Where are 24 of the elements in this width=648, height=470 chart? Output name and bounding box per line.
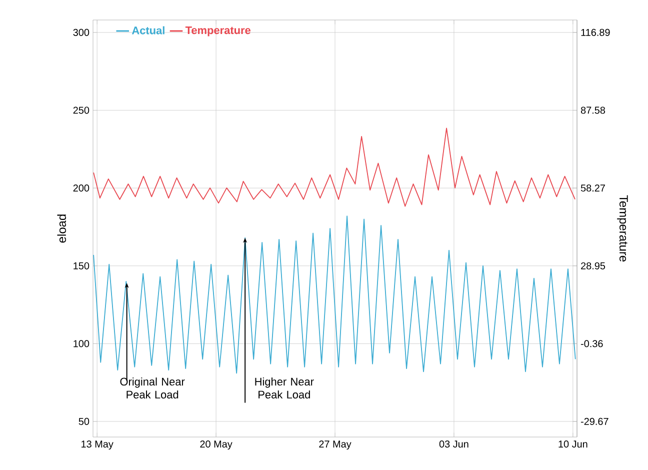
y2-tick-label: 28.95 [581, 262, 606, 270]
x-tick-label: 13 May [82, 440, 114, 450]
x-tick-label: 27 May [319, 440, 352, 450]
y-tick-label: 100 [74, 340, 90, 348]
y-tick-label: 300 [73, 28, 90, 36]
y-tick-label: 50 [78, 418, 90, 425]
line-series [93, 216, 576, 374]
legend-label: Temperature [185, 26, 250, 36]
x-tick-label: 03 Jun [439, 440, 468, 448]
y-tick-label: 200 [73, 184, 90, 192]
y2-tick-label: -0.36 [580, 340, 603, 348]
x-tick-label: 10 Jun [558, 440, 588, 448]
y2-tick-label: 116.89 [581, 28, 610, 36]
y2-axis-title: Temperature [617, 195, 628, 262]
annotation: Higher Near Peak Load [255, 378, 314, 399]
y-tick-label: 250 [73, 106, 90, 114]
y2-tick-label: 87.58 [580, 106, 606, 114]
y2-tick-label: -29.67 [580, 418, 608, 425]
y-axis-title: eload [57, 214, 66, 243]
y-tick-label: 150 [74, 262, 90, 270]
x-tick-label: 20 May [200, 440, 232, 450]
y2-tick-label: 58.27 [580, 184, 605, 192]
legend-label: Actual [132, 26, 164, 34]
annotation: Original Near Peak Load [120, 378, 185, 399]
